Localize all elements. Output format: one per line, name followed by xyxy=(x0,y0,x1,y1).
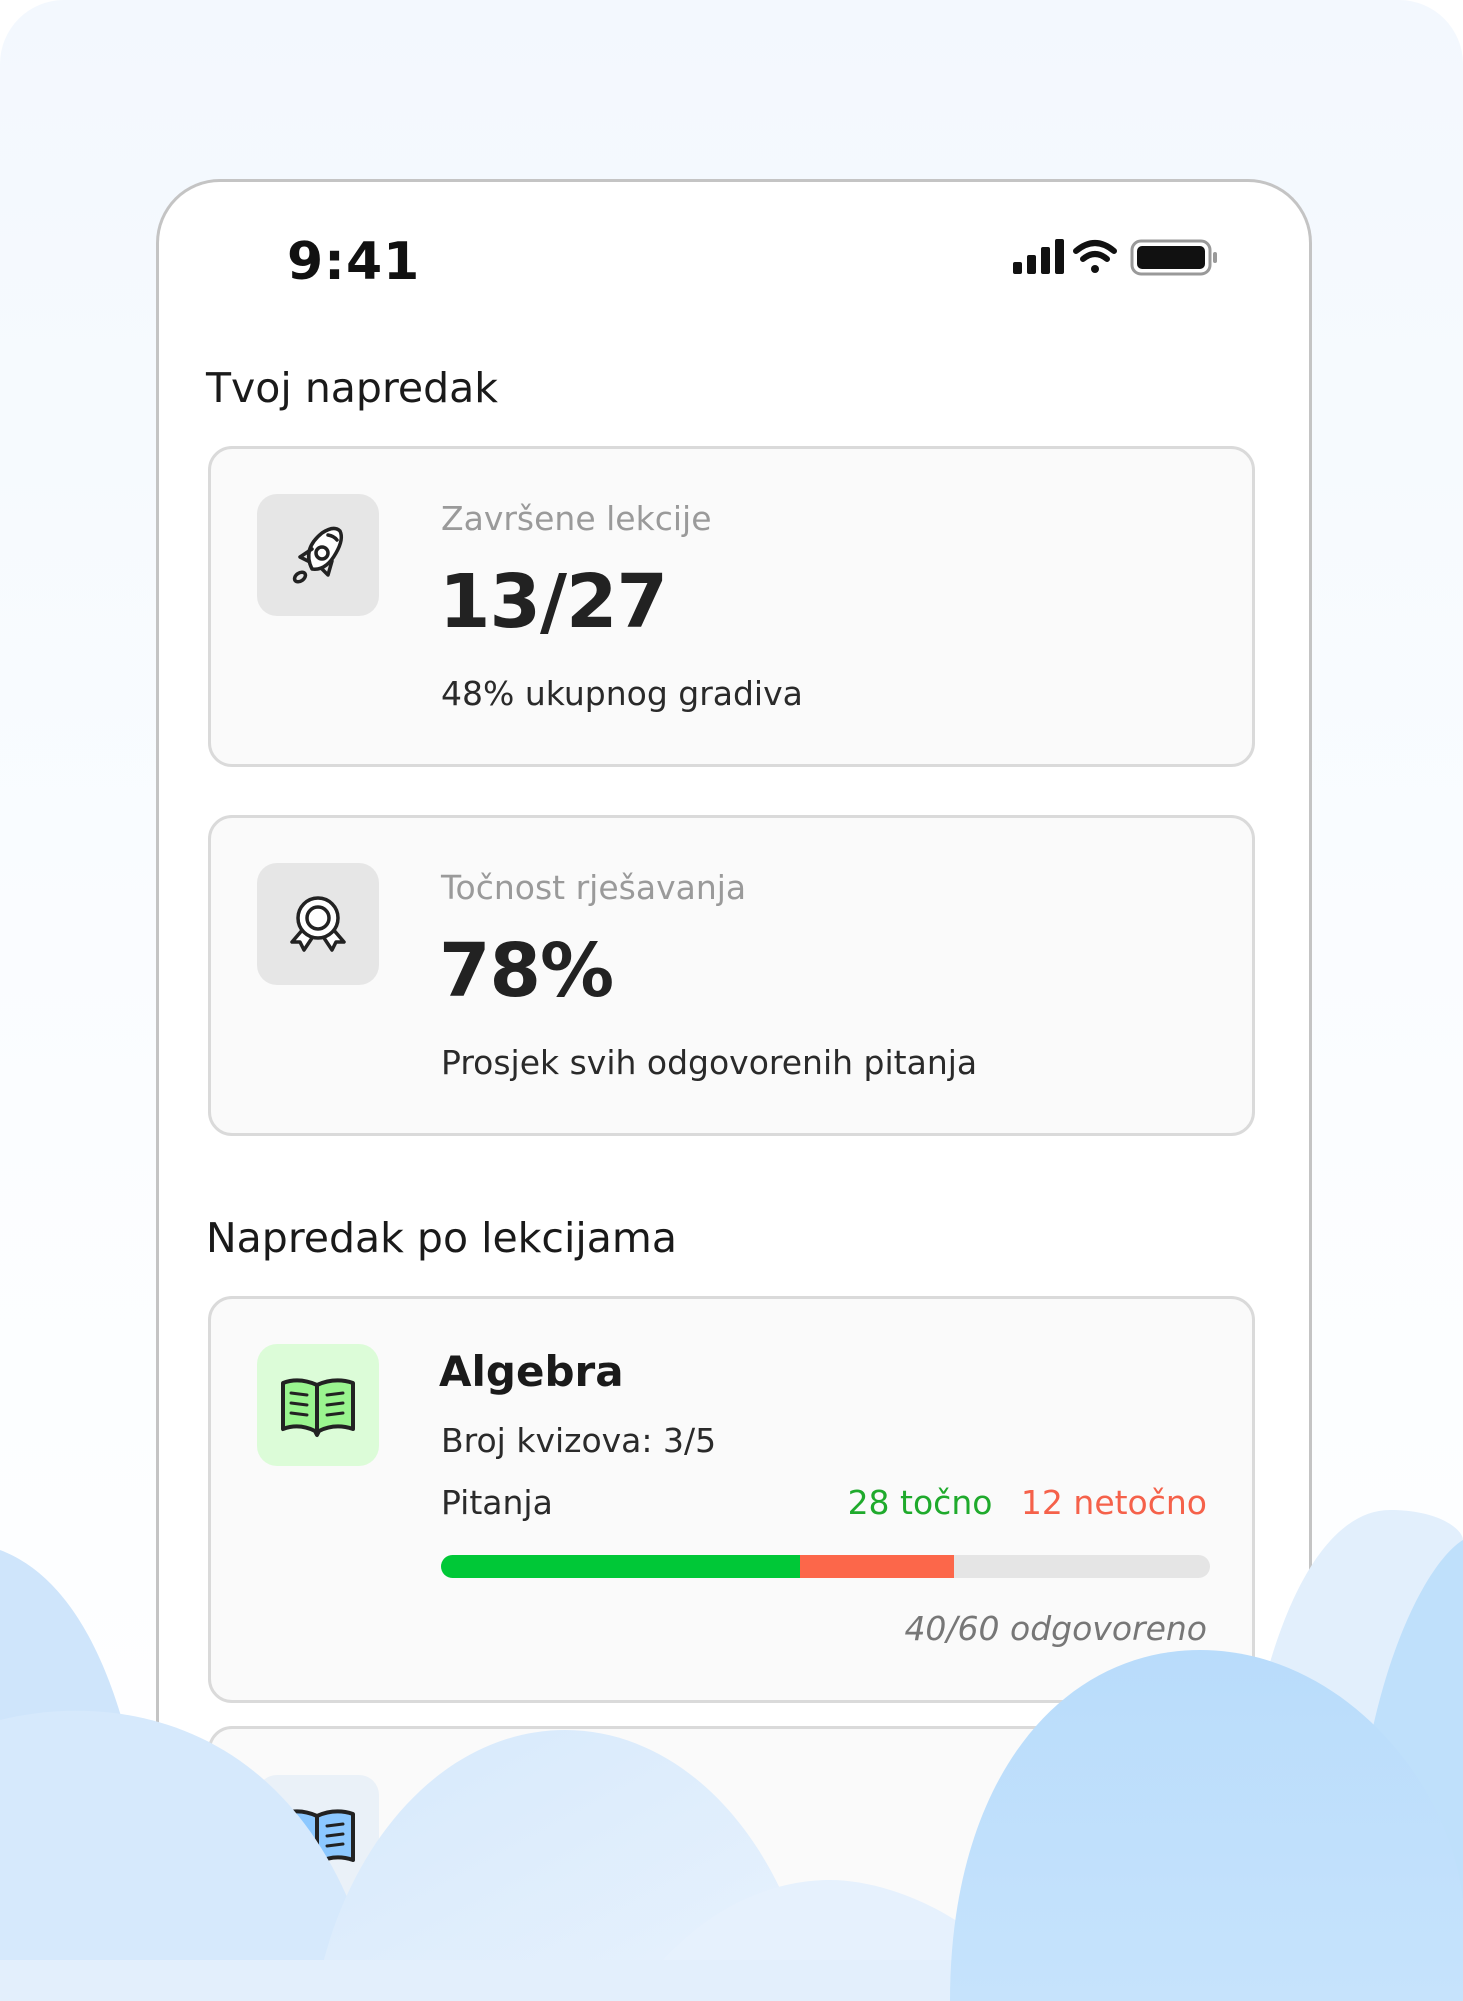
incorrect-segment xyxy=(799,1555,954,1578)
card-value: 13/27 xyxy=(439,559,668,645)
lesson-card-second[interactable]: točno xyxy=(208,1726,1255,1986)
lesson-card-algebra[interactable]: Algebra Broj kvizova: 3/5 Pitanja 28 toč… xyxy=(208,1296,1255,1703)
accuracy-card: Točnost rješavanja 78% Prosjek svih odgo… xyxy=(208,815,1255,1136)
lesson-name: Algebra xyxy=(439,1347,624,1396)
incorrect-count: 12 netočno xyxy=(1020,1483,1207,1522)
status-icons xyxy=(1013,239,1217,276)
award-icon-box xyxy=(257,863,379,985)
open-book-icon xyxy=(281,1378,355,1437)
cloud-left-edge xyxy=(0,1550,160,2001)
card-label: Završene lekcije xyxy=(441,499,712,538)
wifi-icon xyxy=(1073,240,1117,273)
card-subtitle: 48% ukupnog gradiva xyxy=(441,674,803,713)
card-label: Točnost rješavanja xyxy=(441,868,747,907)
book-icon-box xyxy=(257,1775,379,1897)
status-time: 9:41 xyxy=(287,232,421,292)
cloud-right-edge xyxy=(1360,1540,1463,2001)
progress-section-title: Tvoj napredak xyxy=(206,364,499,412)
open-book-icon xyxy=(281,1809,355,1868)
answer-stats: 28 točno 12 netočno xyxy=(848,1483,1207,1522)
card-subtitle: Prosjek svih odgovorenih pitanja xyxy=(441,1043,978,1082)
questions-label: Pitanja xyxy=(441,1483,553,1522)
lessons-section-title: Napredak po lekcijama xyxy=(206,1214,677,1262)
book-icon-box xyxy=(257,1344,379,1466)
rocket-icon-box xyxy=(257,494,379,616)
phone-frame: 9:41 Tvoj napredak xyxy=(156,179,1312,1998)
answers-progress-bar xyxy=(441,1555,1210,1578)
correct-count: 28 točno xyxy=(847,1483,993,1522)
cellular-signal-icon xyxy=(1013,239,1064,274)
battery-icon xyxy=(1130,239,1217,276)
correct-segment xyxy=(441,1555,800,1578)
rocket-icon xyxy=(292,526,344,584)
completed-lessons-card: Završene lekcije 13/27 48% ukupnog gradi… xyxy=(208,446,1255,767)
quiz-count: Broj kvizova: 3/5 xyxy=(441,1421,717,1460)
award-badge-icon xyxy=(290,896,346,952)
correct-count: točno xyxy=(891,1919,984,1958)
card-value: 78% xyxy=(439,928,614,1014)
answered-count: 40/60 odgovoreno xyxy=(904,1609,1207,1648)
